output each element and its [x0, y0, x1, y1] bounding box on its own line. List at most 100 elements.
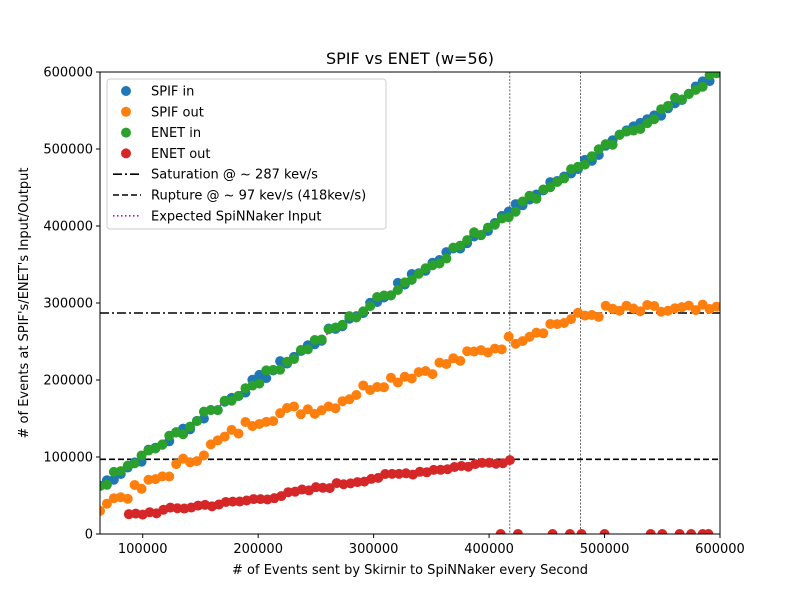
point-3 [517, 196, 528, 207]
point-3 [129, 458, 140, 469]
point-3 [413, 268, 424, 279]
point-2 [406, 373, 417, 384]
point-4 [428, 464, 439, 475]
point-3 [157, 439, 168, 450]
y-tick-label: 200000 [43, 374, 93, 389]
legend-label: Expected SpiNNaker Input [151, 209, 322, 224]
point-3 [455, 240, 466, 251]
point-2 [330, 403, 341, 414]
point-2 [372, 382, 383, 393]
point-1 [261, 373, 272, 384]
point-3 [233, 390, 244, 401]
point-3 [586, 151, 597, 162]
point-3 [185, 421, 196, 432]
y-tick-label: 0 [85, 528, 93, 543]
point-3 [219, 395, 230, 406]
point-3 [531, 193, 542, 204]
point-4-extra [512, 529, 523, 534]
point-3 [316, 334, 327, 345]
point-2 [538, 328, 549, 339]
x-axis-ticks: 100000 200000 300000 400000 500000 600000 [118, 534, 745, 557]
point-3 [288, 354, 299, 365]
point-2 [268, 416, 279, 427]
point-3 [462, 235, 473, 246]
point-2 [164, 471, 175, 482]
point-3 [676, 94, 687, 105]
x-tick-label: 100000 [118, 542, 168, 557]
y-tick-label: 600000 [43, 66, 93, 81]
legend-marker [121, 148, 131, 159]
point-4-extra [564, 529, 575, 534]
legend-label: SPIF out [151, 105, 204, 120]
point-3 [358, 306, 369, 317]
legend-label: Saturation @ ~ 287 kev/s [151, 168, 318, 183]
legend-label: Rupture @ ~ 97 kev/s (418kev/s) [151, 189, 366, 204]
point-3 [351, 312, 362, 323]
point-3 [476, 230, 487, 241]
y-axis-label: # of Events at SPIF's/ENET's Input/Outpu… [17, 168, 32, 439]
point-3 [510, 206, 521, 217]
point-2 [275, 408, 286, 419]
point-4 [387, 468, 398, 479]
x-tick-label: 200000 [233, 542, 283, 557]
point-2 [392, 377, 403, 388]
legend-marker [121, 127, 131, 138]
point-1 [108, 474, 119, 485]
x-tick-label: 500000 [580, 542, 630, 557]
x-tick-label: 400000 [464, 542, 514, 557]
point-2 [351, 390, 362, 401]
point-2 [455, 355, 466, 366]
point-3 [337, 319, 348, 330]
point-2 [690, 305, 701, 316]
point-3 [697, 81, 708, 92]
point-2 [136, 483, 147, 494]
point-4 [227, 496, 238, 507]
point-2 [100, 505, 105, 516]
point-4 [504, 455, 515, 466]
point-4-extra [657, 529, 668, 534]
point-3 [649, 114, 660, 125]
point-2 [496, 344, 507, 355]
point-2 [288, 401, 299, 412]
point-4 [248, 494, 259, 505]
point-3 [254, 378, 265, 389]
point-3 [392, 284, 403, 295]
point-2 [711, 301, 720, 312]
point-2 [649, 300, 660, 311]
point-4-extra [599, 529, 610, 534]
y-axis-ticks: 0 100000 200000 300000 400000 500000 600000 [43, 66, 100, 543]
point-4 [380, 469, 391, 480]
point-2 [198, 450, 209, 461]
point-2 [122, 493, 133, 504]
point-2 [219, 431, 230, 442]
point-3 [212, 405, 223, 416]
point-3 [205, 405, 216, 416]
point-3 [302, 344, 313, 355]
point-4-extra [674, 529, 685, 534]
point-3 [115, 466, 126, 477]
point-3 [178, 429, 189, 440]
legend-marker [121, 86, 131, 96]
y-tick-label: 500000 [43, 143, 93, 158]
legend: SPIF in SPIF out ENET in ENET out Saturation… [106, 78, 387, 230]
point-3 [489, 219, 500, 230]
legend-label: SPIF in [151, 85, 194, 100]
x-tick-label: 300000 [349, 542, 399, 557]
legend-box [106, 78, 387, 230]
point-2 [614, 305, 625, 316]
point-4-extra [547, 529, 558, 534]
point-4-extra [495, 529, 506, 534]
point-3 [101, 479, 112, 490]
point-2 [635, 306, 646, 317]
point-2 [101, 498, 112, 509]
point-3 [593, 144, 604, 155]
point-3 [191, 416, 202, 427]
point-4 [477, 457, 488, 468]
point-3 [275, 364, 286, 375]
point-2 [191, 456, 202, 467]
x-tick-label: 600000 [695, 542, 745, 557]
point-3 [434, 258, 445, 269]
point-3 [226, 395, 237, 406]
point-3 [711, 72, 720, 79]
point-2 [593, 311, 604, 322]
